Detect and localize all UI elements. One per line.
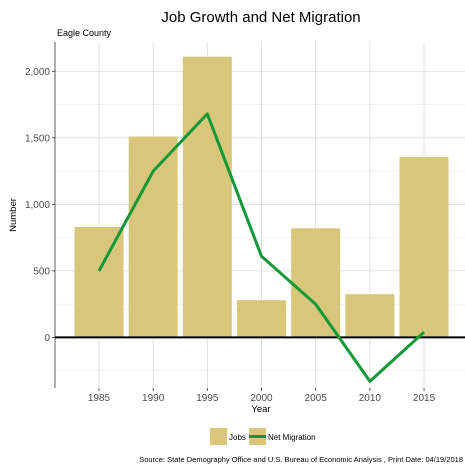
y-tick-label: 2,000 [25,67,50,78]
x-tick-label: 2000 [250,393,273,404]
y-axis-ticks: 0 500 1,000 1,500 2,000 [25,67,55,344]
source-caption: Source: State Demography Office and U.S.… [139,455,463,464]
x-tick-label: 2015 [413,393,436,404]
x-tick-label: 1995 [196,393,219,404]
x-tick-label: 1985 [88,393,111,404]
legend: Jobs Net Migration [210,428,316,445]
jobs-bar-1990 [128,136,178,338]
y-tick-label: 0 [44,333,50,344]
legend-key-jobs [210,428,227,445]
jobs-bar-2010 [345,294,395,338]
x-axis-ticks: 1985 1990 1995 2000 2005 2010 2015 [88,388,436,404]
net-migration-polyline [97,112,426,383]
legend-label-net-migration: Net Migration [268,433,316,442]
y-tick-label: 1,500 [25,133,50,144]
x-tick-label: 2010 [359,393,382,404]
y-tick-label: 500 [33,266,50,277]
y-axis-label: Number [8,198,19,232]
chart-title: Job Growth and Net Migration [161,9,360,26]
jobs-bar-1985 [74,226,124,338]
legend-label-jobs: Jobs [229,433,246,442]
y-tick-label: 1,000 [25,200,50,211]
x-tick-label: 2005 [305,393,328,404]
chart-subtitle: Eagle County [57,28,112,38]
jobs-bar-2005 [291,228,341,338]
jobs-bar-2000 [237,300,287,338]
jobs-bar-1995 [182,56,232,338]
jobs-bars [74,56,449,338]
jobs-bar-2015 [399,157,449,338]
x-tick-label: 1990 [142,393,165,404]
x-axis-label: Year [251,404,270,415]
net-migration-line [97,112,426,383]
